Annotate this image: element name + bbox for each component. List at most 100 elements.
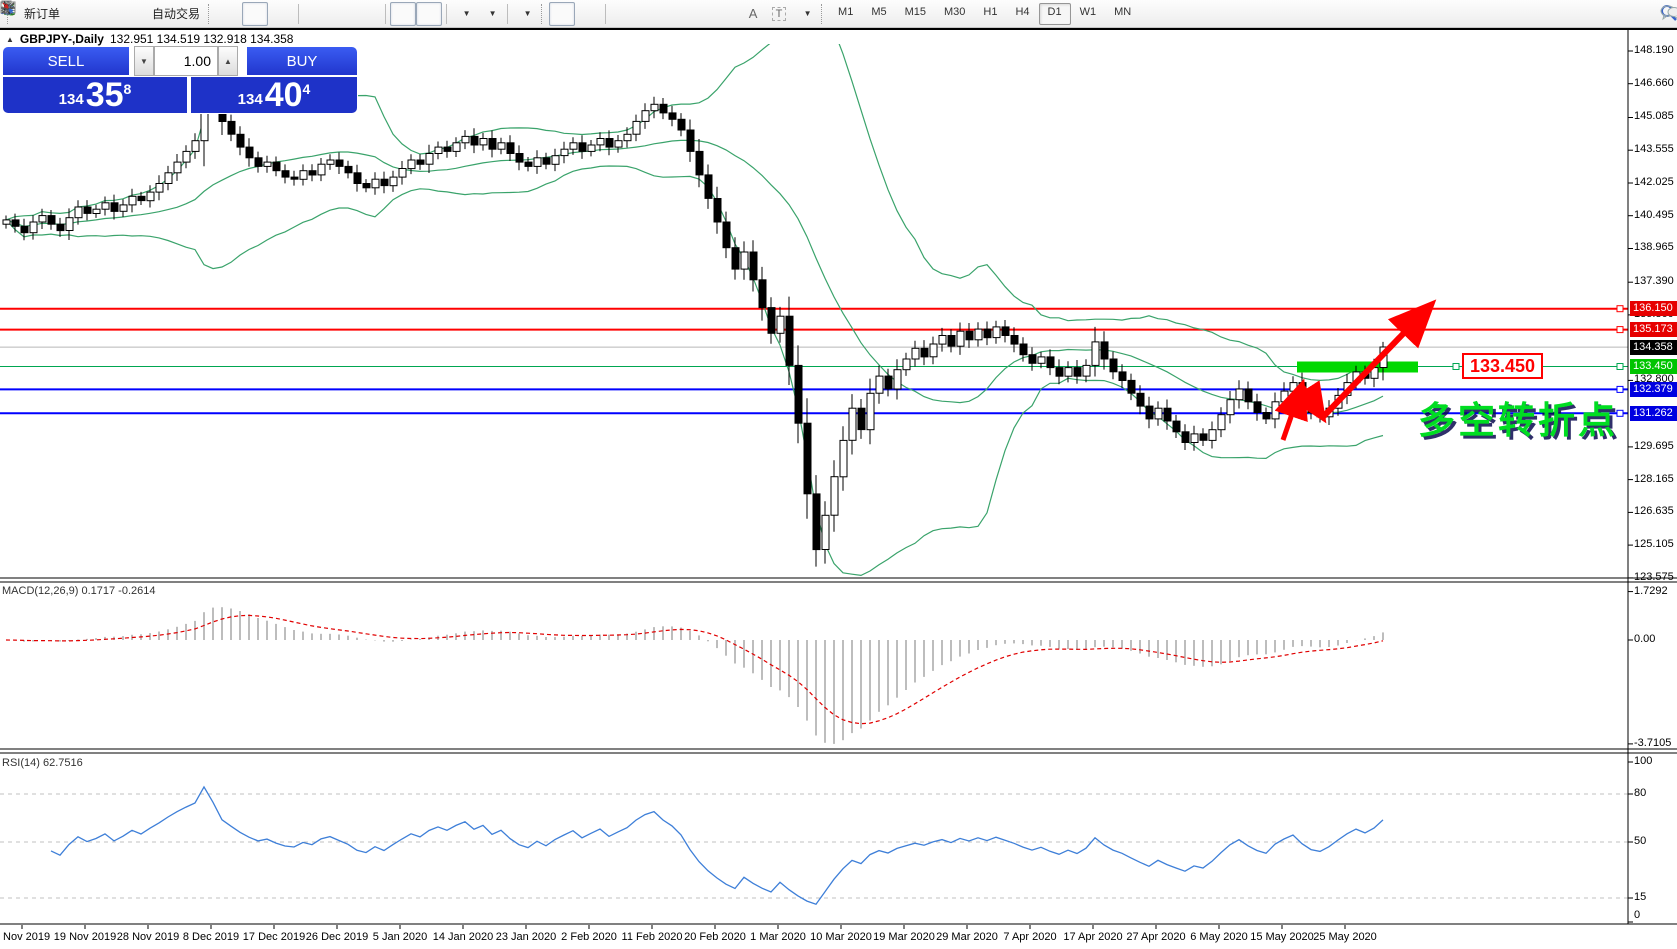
price-tick-label: 140.495 — [1634, 209, 1674, 221]
price-level-label[interactable]: 133.450 — [1630, 359, 1677, 374]
date-tick-label[interactable]: 25 May 2020 — [1313, 931, 1377, 943]
chinese-note-label[interactable]: 多空转折点 — [1418, 400, 1618, 441]
ohlc-values: 132.951 134.519 132.918 134.358 — [109, 32, 294, 46]
channel-glyph: E — [11, 11, 15, 16]
date-tick-label[interactable]: 17 Apr 2020 — [1063, 931, 1123, 943]
text-a-icon: A — [748, 6, 758, 21]
symbol-period-label: GBPJPY-,Daily — [19, 32, 104, 46]
price-level-label[interactable]: 135.173 — [1630, 322, 1677, 337]
window-border — [0, 28, 1677, 30]
pane-separators[interactable] — [0, 30, 1677, 925]
dropdown-caret-icon: ▼ — [803, 9, 812, 18]
timeframe-m5-button[interactable]: M5 — [871, 5, 887, 18]
chart-title: ▲ GBPJPY-,Daily 132.951 134.519 132.918 … — [6, 32, 293, 46]
date-tick-label[interactable]: 28 Nov 2019 — [116, 931, 180, 943]
price-tick-label: 146.660 — [1634, 77, 1674, 89]
price-tick-label: 126.635 — [1634, 505, 1674, 517]
price-tick-label: 138.965 — [1634, 241, 1674, 253]
date-tick-label[interactable]: 23 Jan 2020 — [495, 931, 557, 943]
price-tick-label: 142.025 — [1634, 176, 1674, 188]
auto-scroll-button[interactable] — [1, 1, 417, 26]
date-tick-label[interactable]: 20 Feb 2020 — [684, 931, 746, 943]
highlight-rectangle[interactable] — [1297, 361, 1418, 373]
date-tick-label[interactable]: 11 Feb 2020 — [621, 931, 683, 943]
price-tick-label: 123.575 — [1634, 571, 1674, 583]
macd-histogram — [5, 607, 1384, 744]
timeframe-m1-button[interactable]: M1 — [838, 5, 854, 18]
text-label-icon: T — [771, 6, 787, 21]
window-collapse-icon[interactable]: ▲ — [6, 34, 14, 44]
dropdown-caret-icon: ▼ — [462, 9, 471, 18]
date-tick-label[interactable]: 1 Mar 2020 — [750, 931, 806, 943]
lot-size-input[interactable]: 1.00 — [154, 46, 218, 76]
date-tick-label[interactable]: 2 Feb 2020 — [561, 931, 617, 943]
date-tick-label[interactable]: 8 Dec 2019 — [182, 931, 240, 943]
rsi-axis-label: 100 — [1634, 755, 1653, 767]
sell-button[interactable]: SELL — [2, 46, 130, 76]
sell-price-sup: 8 — [123, 81, 132, 97]
price-level-label[interactable]: 134.358 — [1630, 340, 1677, 355]
arrows-tool-button[interactable]: ▼ — [2, 2, 818, 26]
date-tick-label[interactable]: 17 Dec 2019 — [242, 931, 306, 943]
horizontal-level-lines[interactable] — [0, 307, 1628, 415]
lot-increase-button[interactable]: ▲ — [218, 46, 238, 76]
macd-axis-label: -3.7105 — [1634, 737, 1672, 749]
date-tick-label[interactable]: 14 Jan 2020 — [432, 931, 494, 943]
rsi-axis-label: 80 — [1634, 787, 1647, 799]
toolbar-handle[interactable] — [541, 3, 546, 24]
date-tick-label[interactable]: 26 Dec 2019 — [305, 931, 369, 943]
date-tick-label[interactable]: 29 Mar 2020 — [936, 931, 998, 943]
buy-price-base: 134 — [237, 91, 263, 108]
timeframe-h4-button[interactable]: H4 — [1015, 5, 1030, 18]
price-level-label[interactable]: 131.262 — [1630, 406, 1677, 421]
buy-price-sup: 4 — [302, 81, 311, 97]
toolbar-handle[interactable] — [208, 3, 213, 24]
date-tick-label[interactable]: 27 Apr 2020 — [1126, 931, 1186, 943]
date-tick-label[interactable]: 10 Mar 2020 — [810, 931, 872, 943]
timeframe-h1-button[interactable]: H1 — [983, 5, 998, 18]
fibo-glyph: F — [11, 11, 15, 16]
date-tick-label[interactable]: 15 May 2020 — [1250, 931, 1314, 943]
sell-price-big: 35 — [85, 76, 124, 114]
date-tick-label[interactable]: 19 Mar 2020 — [873, 931, 935, 943]
timeframe-m30-button[interactable]: M30 — [944, 5, 966, 18]
text-label-button[interactable]: T — [766, 2, 792, 26]
date-tick-label[interactable]: 9 Nov 2019 — [0, 931, 51, 943]
macd-label: MACD(12,26,9) 0.1717 -0.2614 — [2, 585, 156, 597]
price-tick-label: 125.105 — [1634, 538, 1674, 550]
price-tick-label: 137.390 — [1634, 275, 1674, 287]
rsi-label: RSI(14) 62.7516 — [2, 757, 83, 769]
timeframe-w1-button[interactable]: W1 — [1079, 5, 1097, 18]
lot-decrease-button[interactable]: ▼ — [134, 46, 154, 76]
price-annotation-label[interactable]: 133.450 — [1462, 353, 1544, 379]
date-tick-label[interactable]: 19 Nov 2019 — [53, 931, 117, 943]
macd-axis-label: 0.00 — [1634, 633, 1656, 645]
macd-axis-label: 1.7292 — [1634, 585, 1668, 597]
price-tick-label: 143.555 — [1634, 143, 1674, 155]
forecast-arrows[interactable] — [1274, 299, 1437, 441]
price-level-label[interactable]: 136.150 — [1630, 301, 1677, 316]
date-tick-label[interactable]: 6 May 2020 — [1190, 931, 1248, 943]
buy-button[interactable]: BUY — [246, 46, 358, 76]
buy-price-panel[interactable]: 134 40 4 — [190, 76, 358, 114]
rsi-axis-label: 0 — [1634, 909, 1641, 921]
price-tick-label: 148.190 — [1634, 44, 1674, 56]
sell-price-panel[interactable]: 134 35 8 — [2, 76, 188, 114]
one-click-trading-panel: SELL ▼ 1.00 ▲ BUY 134 35 8 134 40 4 — [2, 46, 358, 114]
toolbar: 新订单 自动交易 ▼ ▼ ▼ E F A T — [0, 0, 1677, 28]
candlesticks — [2, 55, 1388, 567]
toolbar-handle[interactable] — [821, 3, 826, 24]
date-tick-label[interactable]: 7 Apr 2020 — [1003, 931, 1057, 943]
timeframe-m15-button[interactable]: M15 — [904, 5, 926, 18]
timeframe-mn-button[interactable]: MN — [1114, 5, 1132, 18]
line-handles — [1452, 305, 1624, 417]
price-level-label[interactable]: 132.379 — [1630, 382, 1677, 397]
date-tick-label[interactable]: 5 Jan 2020 — [372, 931, 428, 943]
text-button[interactable]: A — [740, 2, 766, 26]
rsi-axis-label: 15 — [1634, 891, 1647, 903]
timeframe-d1-button[interactable]: D1 — [1038, 2, 1071, 25]
timeframe-group: M1 M5 M15 M30 H1 H4 D1 W1 MN — [829, 2, 1140, 25]
sell-price-base: 134 — [58, 91, 84, 108]
